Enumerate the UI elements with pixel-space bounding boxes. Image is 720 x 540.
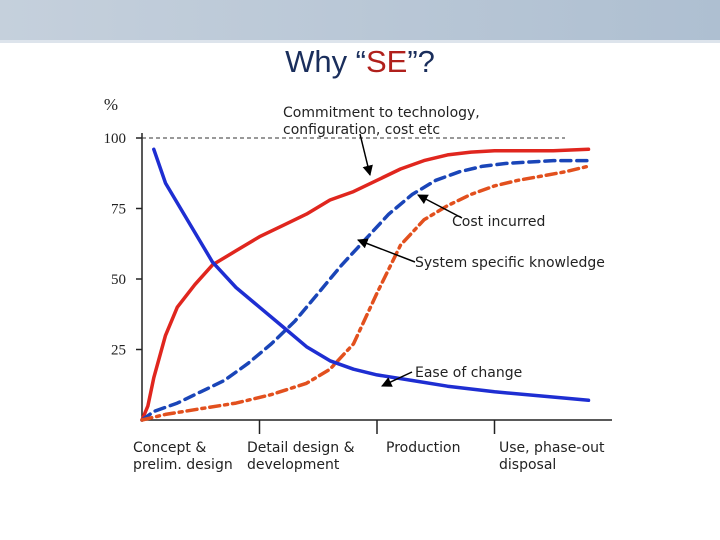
phase-label-use-disposal: Use, phase-out disposal <box>499 440 605 474</box>
y-axis-label: % <box>104 95 118 114</box>
annotation-text: Ease of change <box>415 365 522 381</box>
y-tick-label: 50 <box>111 272 126 288</box>
title-suffix: ”? <box>407 44 435 79</box>
phase-label-line: Detail design & <box>247 440 355 456</box>
y-tick-label: 25 <box>111 343 126 359</box>
title-highlight: SE <box>366 44 408 79</box>
y-tick-label: 100 <box>104 131 127 147</box>
slide-header-divider <box>0 40 720 43</box>
annotation-arrow <box>359 133 373 177</box>
phase-label-line: prelim. design <box>133 457 233 473</box>
annotation-text: Cost incurred <box>452 214 545 230</box>
slide-title: Why “SE”? <box>0 44 720 80</box>
phase-label-line: Use, phase-out <box>499 440 605 456</box>
annotation-text: Commitment to technology, <box>283 105 480 121</box>
series-line-ease-of-change <box>152 147 591 403</box>
title-prefix: Why “ <box>285 44 366 79</box>
annotation-arrow <box>381 371 413 387</box>
series-line-cost-incurred <box>140 164 591 422</box>
series-line-system-specific-knowledge <box>140 158 591 422</box>
y-tick-label: 75 <box>111 202 126 218</box>
phase-label-line: disposal <box>499 457 557 473</box>
phase-label-detail-design: Detail design & development <box>247 440 355 474</box>
annotation-cost-incurred: Cost incurred <box>417 194 545 230</box>
series-line-commitment-to-technology <box>140 147 591 422</box>
annotation-arrow <box>417 194 463 219</box>
phase-label-concept: Concept & prelim. design <box>133 440 233 474</box>
annotation-text: configuration, cost etc <box>283 122 440 138</box>
annotation-commitment: Commitment to technology,configuration, … <box>283 105 480 177</box>
phase-label-line: development <box>247 457 340 473</box>
annotation-arrow <box>357 238 416 263</box>
annotation-text: System specific knowledge <box>415 255 605 271</box>
phase-label-line: Concept & <box>133 440 207 456</box>
phase-label-line: Production <box>386 440 461 456</box>
phase-label-production: Production <box>386 440 460 457</box>
slide-header-bar <box>0 0 720 40</box>
annotation-system-knowledge: System specific knowledge <box>357 238 605 271</box>
annotation-ease-of-change: Ease of change <box>381 365 522 387</box>
